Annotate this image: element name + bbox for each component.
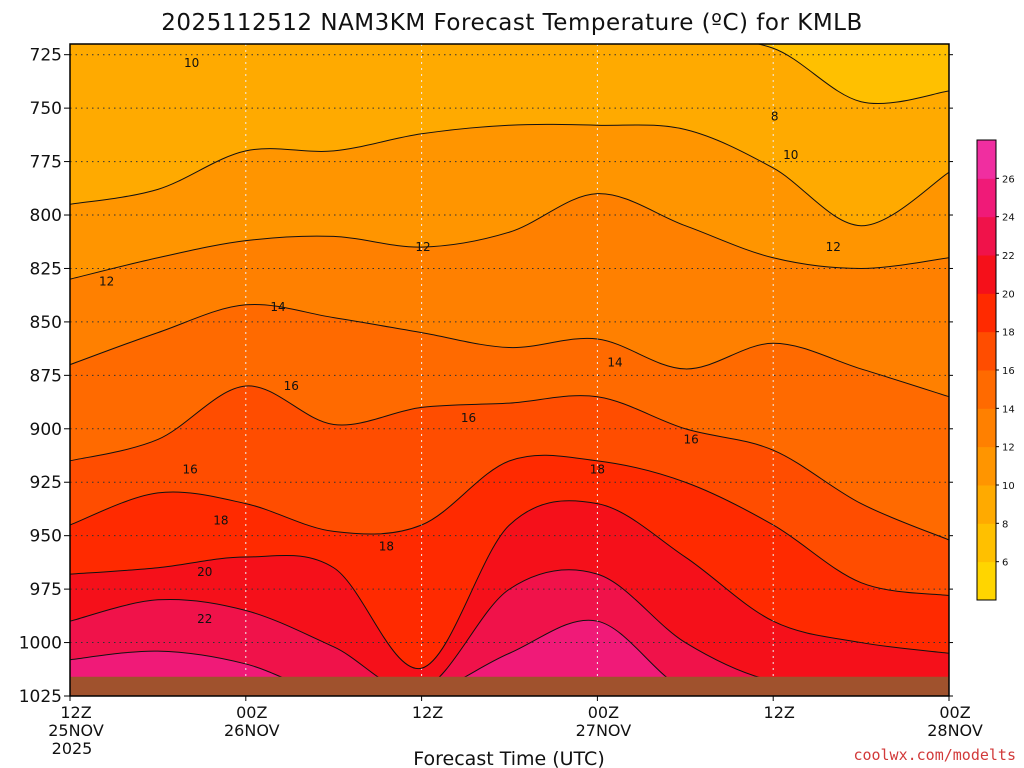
isotherm-8 <box>755 44 949 105</box>
x-tick-date: 28NOV <box>927 721 983 740</box>
colorbar-label: 10 <box>1002 481 1015 492</box>
contour-label: 12 <box>415 240 430 254</box>
contour-label: 14 <box>270 300 285 314</box>
colorbar-label: 12 <box>1002 443 1015 454</box>
colorbar-segment <box>977 216 996 256</box>
contour-label: 16 <box>684 432 699 446</box>
contour-label: 22 <box>197 612 212 626</box>
contour-label: 16 <box>461 411 476 425</box>
x-tick-time: 12Z <box>764 703 795 722</box>
x-tick-date: 26NOV <box>224 721 280 740</box>
contour-label: 12 <box>826 240 841 254</box>
y-tick-label: 925 <box>30 473 62 493</box>
contour-label: 12 <box>99 274 114 288</box>
colorbar-segment <box>977 370 996 409</box>
y-tick-label: 800 <box>30 206 62 226</box>
gridlines <box>70 44 949 696</box>
contour-label: 8 <box>771 110 779 124</box>
isotherm-16 <box>70 385 949 541</box>
x-tick-time: 00Z <box>939 703 970 722</box>
colorbar-segment <box>977 140 996 179</box>
y-tick-label: 775 <box>30 153 62 173</box>
y-tick-label: 850 <box>30 313 62 333</box>
x-tick-time: 12Z <box>60 703 91 722</box>
y-tick-label: 950 <box>30 527 62 547</box>
colorbar-segment <box>977 178 996 218</box>
isotherm-10 <box>70 123 949 227</box>
y-tick-label: 1025 <box>19 687 62 707</box>
colorbar: 6 8 10 12 14 16 18 20 22 24 26 <box>976 139 1015 601</box>
contour-label: 16 <box>284 379 299 393</box>
colorbar-label: 14 <box>1002 404 1015 415</box>
chart-title: 2025112512 NAM3KM Forecast Temperature (… <box>161 10 863 36</box>
contour-label: 14 <box>607 356 622 370</box>
y-axis: 7257507758008258508759009259509751000102… <box>19 46 953 707</box>
contour-label: 10 <box>184 56 199 70</box>
contour-label: 10 <box>783 148 798 162</box>
contour-label: 16 <box>182 462 197 476</box>
colorbar-segment <box>977 485 996 524</box>
x-axis-label: Forecast Time (UTC) <box>413 748 604 768</box>
colorbar-label: 22 <box>1002 251 1015 262</box>
colorbar-segment <box>977 255 996 294</box>
contour-label: 18 <box>213 514 228 528</box>
credit-text: coolwx.com/modelts <box>853 746 1016 764</box>
x-tick-date: 27NOV <box>576 721 632 740</box>
temperature-fill <box>70 44 949 696</box>
colorbar-segment <box>977 293 996 333</box>
contour-label: 20 <box>197 565 212 579</box>
colorbar-label: 6 <box>1002 558 1008 569</box>
y-tick-label: 750 <box>30 99 62 119</box>
band-24 <box>70 620 949 696</box>
colorbar-label: 18 <box>1002 328 1015 339</box>
x-tick-date: 25NOV <box>48 721 104 740</box>
plot-frame <box>69 43 950 697</box>
y-tick-label: 825 <box>30 259 62 279</box>
colorbar-segment <box>977 523 996 563</box>
contour-label: 18 <box>379 539 394 553</box>
y-tick-label: 725 <box>30 46 62 66</box>
y-tick-label: 900 <box>30 420 62 440</box>
ground-surface <box>70 676 949 696</box>
isotherm-lines <box>70 44 949 696</box>
contour-label: 18 <box>590 462 605 476</box>
x-tick-time: 12Z <box>412 703 443 722</box>
x-tick-time: 00Z <box>236 703 267 722</box>
colorbar-segment <box>977 561 996 601</box>
isotherm-18 <box>70 454 949 597</box>
isotherm-24 <box>70 619 949 696</box>
y-tick-label: 1000 <box>19 634 62 654</box>
colorbar-segment <box>977 446 996 486</box>
y-tick-label: 875 <box>30 366 62 386</box>
colorbar-label: 8 <box>1002 519 1008 530</box>
colorbar-segment <box>977 331 996 371</box>
isotherm-14 <box>70 303 949 398</box>
x-tick-time: 00Z <box>588 703 619 722</box>
colorbar-segment <box>977 408 996 448</box>
isotherm-20 <box>70 500 949 669</box>
colorbar-label: 24 <box>1002 213 1015 224</box>
contour-labels: 10 8 10 12 12 12 14 14 16 16 16 16 18 18 18 20 22 <box>99 56 841 626</box>
x-tick-year: 2025 <box>52 739 93 758</box>
band-22 <box>70 569 949 696</box>
colorbar-label: 20 <box>1002 289 1015 300</box>
isotherm-12 <box>70 193 949 280</box>
colorbar-label: 26 <box>1002 174 1015 185</box>
y-tick-label: 975 <box>30 580 62 600</box>
colorbar-label: 16 <box>1002 366 1015 377</box>
